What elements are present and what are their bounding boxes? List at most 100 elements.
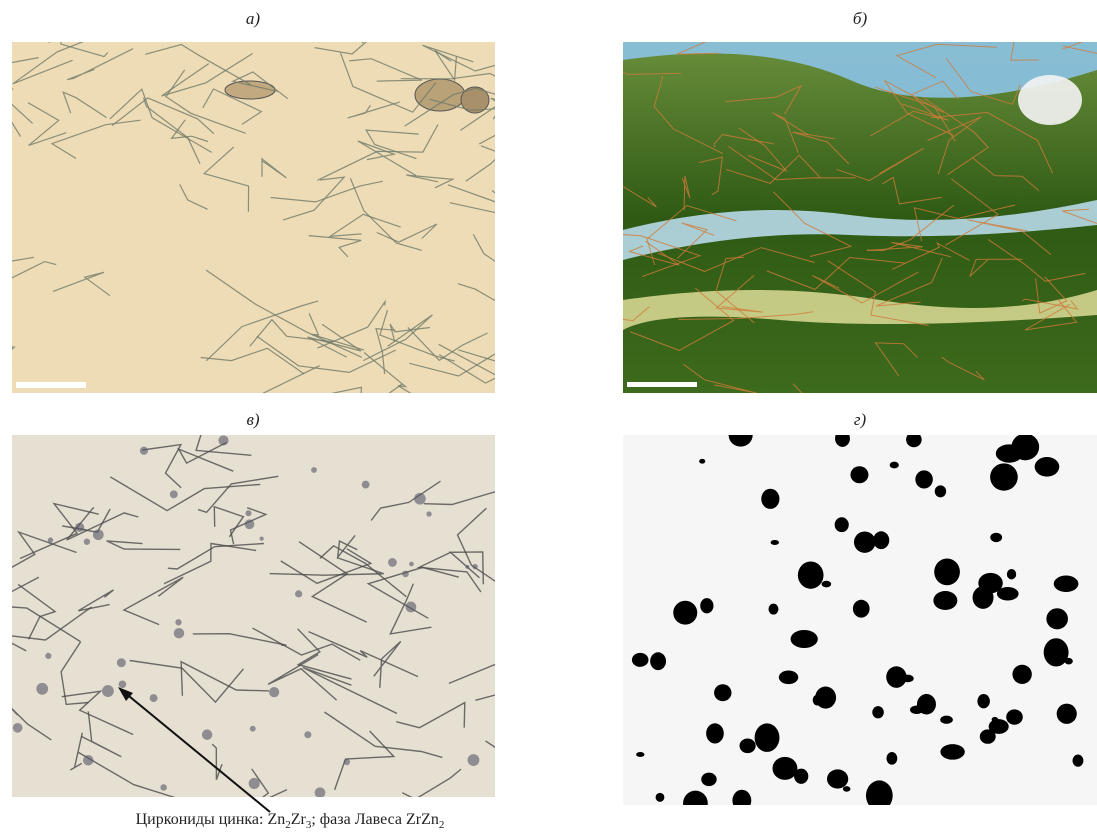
reflection xyxy=(1018,75,1082,125)
particle xyxy=(977,694,989,708)
particle xyxy=(773,757,798,780)
precipitate xyxy=(409,562,414,567)
precipitate xyxy=(344,759,350,765)
particle xyxy=(769,604,779,615)
precipitate xyxy=(250,726,256,732)
precipitate xyxy=(249,778,260,789)
particle xyxy=(1006,709,1023,724)
particle xyxy=(872,706,884,718)
particle xyxy=(729,424,753,447)
precipitate xyxy=(311,467,317,473)
particle xyxy=(1073,755,1084,767)
particle xyxy=(650,652,666,670)
precipitate xyxy=(315,787,326,798)
particle xyxy=(740,738,756,753)
particle xyxy=(779,670,798,684)
precipitate xyxy=(93,529,104,540)
particle xyxy=(866,780,893,810)
page: Micrographs {"panels":[{"label":"а)"},{"… xyxy=(0,0,1097,836)
particle xyxy=(815,686,836,708)
particle xyxy=(990,463,1018,490)
particle xyxy=(706,723,724,743)
particle xyxy=(901,675,913,683)
grain-boundary xyxy=(49,5,115,43)
precipitate xyxy=(245,510,251,516)
panel-label: б) xyxy=(853,9,868,28)
precipitate xyxy=(245,519,255,529)
precipitate xyxy=(362,481,370,489)
particle xyxy=(732,790,751,812)
particle xyxy=(853,600,870,618)
precipitate xyxy=(160,784,167,791)
particle xyxy=(933,591,957,610)
particle xyxy=(935,485,946,497)
precipitate xyxy=(102,685,114,697)
body: а) б) в) г) Циркониды цинка: Zn2Zr3; фаз… xyxy=(0,0,1097,836)
precipitate xyxy=(45,653,51,659)
precipitate xyxy=(117,658,126,667)
particle xyxy=(683,791,708,816)
precipitate xyxy=(36,683,48,695)
particle xyxy=(1046,608,1068,629)
particle xyxy=(632,653,649,667)
grain-boundary xyxy=(1062,0,1097,49)
particle xyxy=(978,573,1002,593)
particle xyxy=(1044,638,1069,666)
particle xyxy=(1012,665,1031,684)
particle xyxy=(1035,457,1060,477)
particle xyxy=(886,752,897,765)
precipitate xyxy=(304,731,311,738)
particle xyxy=(822,581,832,588)
precipitate xyxy=(175,619,181,625)
precipitate xyxy=(150,694,158,702)
precipitate xyxy=(269,687,279,697)
particle xyxy=(1007,569,1016,579)
precipitate xyxy=(472,564,477,569)
precipitate xyxy=(295,590,302,597)
particle xyxy=(755,723,780,752)
precipitate xyxy=(259,536,263,540)
precipitate xyxy=(388,558,397,567)
particle xyxy=(699,459,705,464)
micrograph-a xyxy=(0,5,545,439)
particle xyxy=(701,773,716,786)
precipitate xyxy=(174,628,184,638)
caption-text: Zr xyxy=(291,811,306,828)
particle xyxy=(934,559,960,586)
particle xyxy=(798,561,824,588)
particle xyxy=(915,470,933,488)
image-background xyxy=(12,435,495,797)
precipitate xyxy=(48,537,53,542)
micrograph-b xyxy=(533,0,1097,461)
particle xyxy=(714,684,731,701)
particle xyxy=(835,517,849,532)
precipitate xyxy=(465,565,469,569)
precipitate xyxy=(75,523,84,532)
particle xyxy=(791,630,818,648)
precipitate xyxy=(83,755,94,766)
panel-label: в) xyxy=(246,410,259,429)
panel-label: г) xyxy=(854,410,867,429)
scale-bar xyxy=(627,382,697,387)
particle xyxy=(843,786,850,792)
particle xyxy=(1054,576,1079,592)
precipitate xyxy=(119,680,127,688)
precipitate xyxy=(140,447,148,455)
particle xyxy=(940,716,953,724)
micrograph-g xyxy=(623,424,1097,817)
particle xyxy=(1065,658,1073,665)
particle xyxy=(761,489,779,509)
micrograph-v xyxy=(0,410,554,836)
particle xyxy=(854,531,876,552)
caption-text: ; фаза Лавеса ZrZn xyxy=(311,811,439,828)
precipitate xyxy=(202,729,212,739)
precipitate xyxy=(414,493,426,505)
figure: а) б) в) г) xyxy=(0,0,1097,836)
particle xyxy=(835,430,850,447)
particle xyxy=(700,598,713,613)
particle xyxy=(636,752,644,757)
particle xyxy=(673,601,697,625)
precipitate xyxy=(170,490,178,498)
particle xyxy=(996,444,1023,462)
particle xyxy=(980,729,996,743)
